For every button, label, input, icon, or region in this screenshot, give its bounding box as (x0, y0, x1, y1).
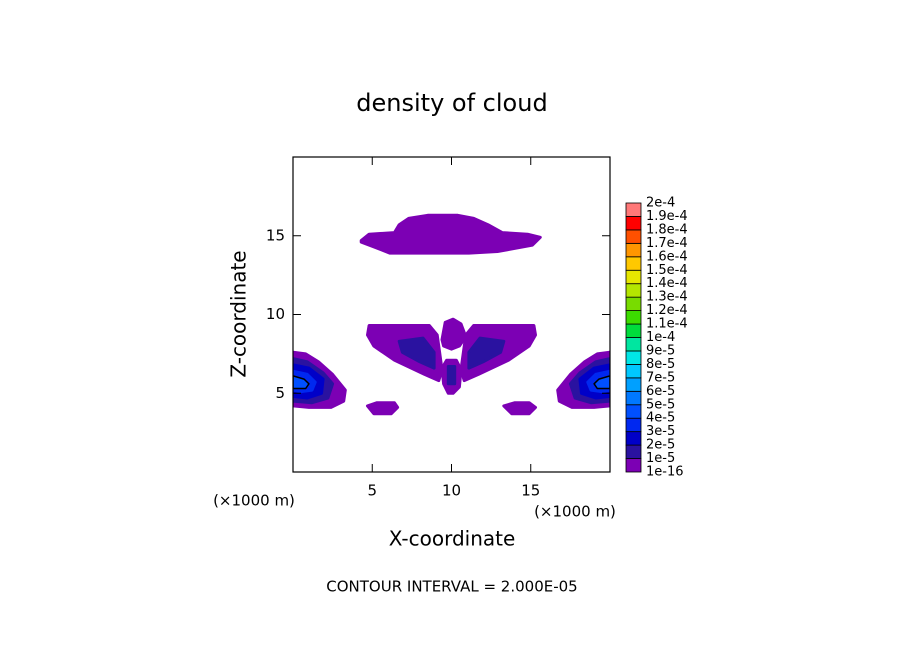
colorbar-swatch (625, 323, 642, 338)
colorbar-label: 1.1e-4 (646, 317, 688, 332)
colorbar-label: 6e-5 (646, 384, 675, 399)
colorbar-swatch (625, 242, 642, 258)
colorbar-swatch (625, 444, 642, 459)
colorbar-swatch (625, 377, 642, 392)
colorbar-swatch (625, 431, 642, 446)
colorbar-swatch (625, 202, 642, 217)
plot-frame (292, 156, 611, 473)
colorbar-label: 1.3e-4 (646, 290, 688, 305)
colorbar-swatch (625, 363, 642, 379)
colorbar-swatch (625, 310, 642, 325)
x-tick-label: 15 (521, 482, 540, 500)
colorbar-label: 1e-16 (646, 465, 684, 480)
colorbar-label: 1.9e-4 (646, 209, 688, 224)
colorbar-label: 1.2e-4 (646, 303, 688, 318)
chart-title: density of cloud (356, 89, 547, 117)
colorbar-swatch (625, 229, 642, 244)
footer-note: CONTOUR INTERVAL = 2.000E-05 (326, 578, 577, 596)
colorbar-swatch (625, 296, 642, 311)
colorbar-label: 1.5e-4 (646, 263, 688, 278)
contour-region (440, 317, 468, 351)
y-tick-label: 10 (266, 305, 285, 323)
colorbar-label: 9e-5 (646, 343, 675, 358)
contour-layer (293, 213, 610, 416)
colorbar-swatch (625, 350, 642, 365)
colorbar-label: 2e-5 (646, 438, 675, 453)
colorbar-label: 1.4e-4 (646, 276, 688, 291)
contour-region (593, 375, 610, 390)
colorbar-label: 1e-5 (646, 451, 675, 466)
contour-region (293, 375, 310, 390)
colorbar-swatch (625, 404, 642, 419)
colorbar-label: 1.6e-4 (646, 249, 688, 264)
colorbar-swatch (625, 390, 642, 406)
colorbar-swatch (625, 458, 642, 473)
y-unit-label: (×1000 m) (213, 492, 295, 510)
contour-region (366, 401, 400, 416)
colorbar-swatch (625, 256, 642, 271)
colorbar-swatch (625, 337, 642, 352)
colorbar-label: 7e-5 (646, 370, 675, 385)
contour-region (502, 401, 537, 416)
colorbar-label: 3e-5 (646, 424, 675, 439)
colorbar-label: 1.8e-4 (646, 222, 688, 237)
contour-region (359, 213, 542, 255)
colorbar-swatch (625, 269, 642, 285)
y-tick-label: 5 (275, 384, 285, 402)
colorbar-label: 1.7e-4 (646, 236, 688, 251)
colorbar-label: 5e-5 (646, 397, 675, 412)
x-tick-label: 5 (367, 482, 377, 500)
contour-region (467, 336, 506, 370)
colorbar-swatch (625, 283, 642, 298)
contour-region (446, 365, 457, 386)
y-tick-label: 15 (266, 226, 285, 244)
colorbar-label: 2e-4 (646, 196, 675, 211)
colorbar-label: 1e-4 (646, 330, 675, 345)
colorbar-swatch (625, 417, 642, 433)
y-axis-label: Z-coordinate (227, 250, 251, 377)
colorbar-label: 4e-5 (646, 411, 675, 426)
x-unit-label: (×1000 m) (534, 503, 616, 521)
colorbar-swatch (625, 216, 642, 231)
colorbar-label: 8e-5 (646, 357, 675, 372)
x-axis-label: X-coordinate (389, 527, 516, 551)
x-tick-label: 10 (442, 482, 461, 500)
contour-region (397, 336, 436, 370)
